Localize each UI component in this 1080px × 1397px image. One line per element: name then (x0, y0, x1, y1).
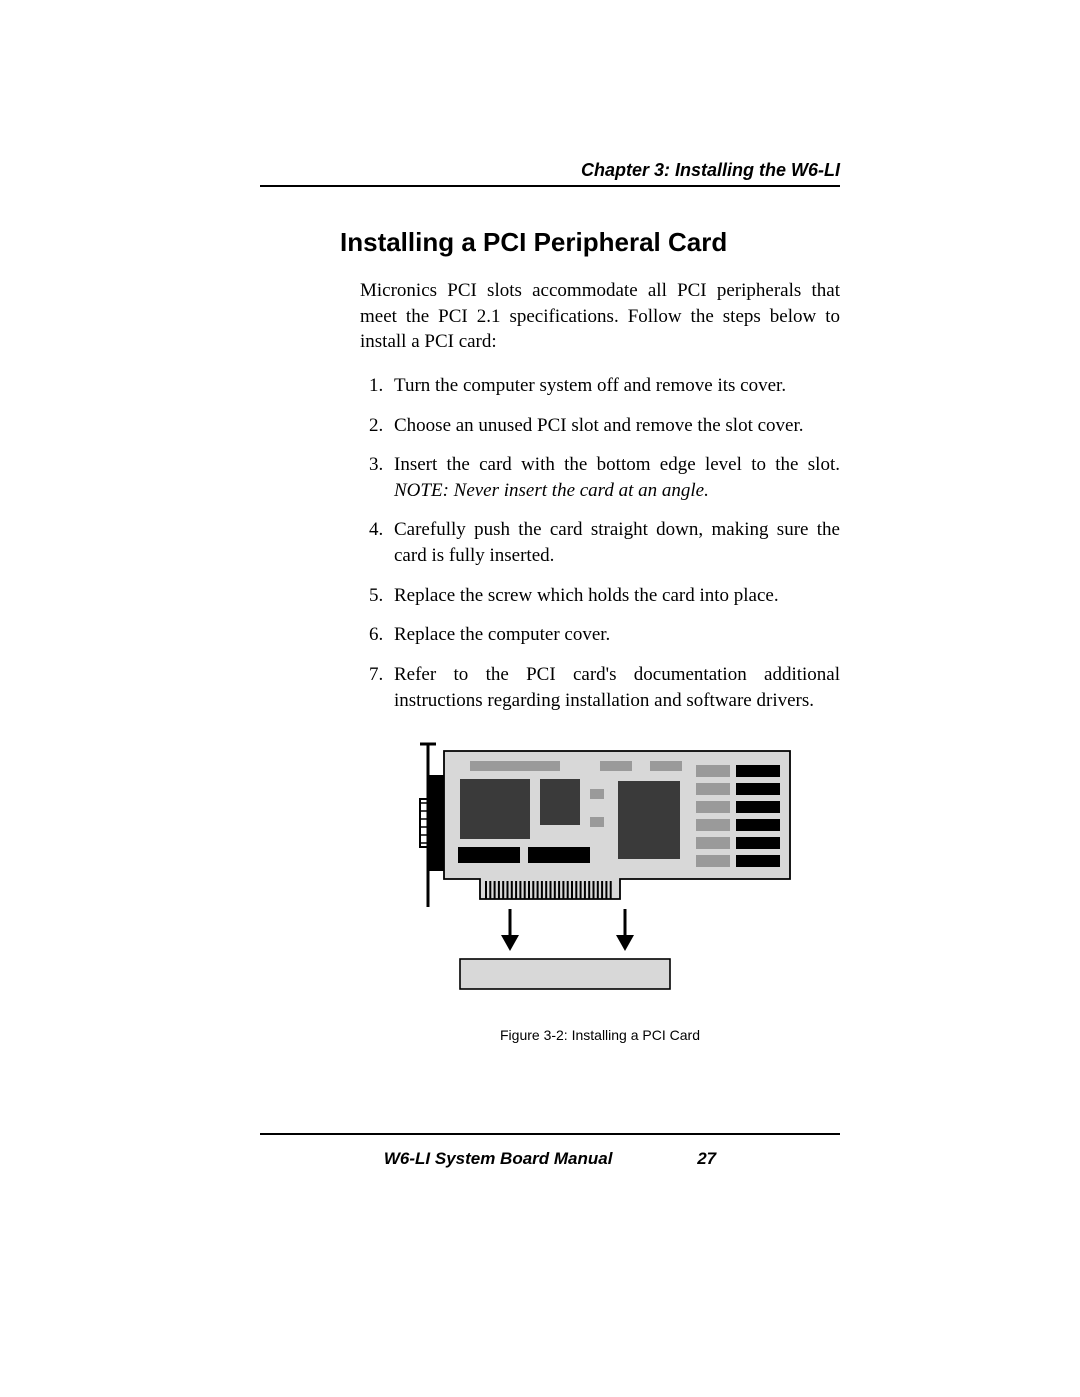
footer-rule (260, 1133, 840, 1135)
footer: W6-LI System Board Manual 27 (260, 1149, 840, 1169)
footer-manual: W6-LI System Board Manual (384, 1149, 613, 1168)
step-4: Carefully push the card straight down, m… (388, 517, 840, 568)
step-6: Replace the computer cover. (388, 622, 840, 648)
step-3-note: NOTE: Never insert the card at an angle. (394, 480, 709, 501)
chapter-header: Chapter 3: Installing the W6-LI (260, 160, 840, 181)
step-7: Refer to the PCI card's documentation ad… (388, 662, 840, 713)
step-5: Replace the screw which holds the card i… (388, 583, 840, 609)
figure: Figure 3-2: Installing a PCI Card (360, 739, 840, 1043)
intro-paragraph: Micronics PCI slots accommodate all PCI … (360, 278, 840, 355)
section-title: Installing a PCI Peripheral Card (340, 227, 840, 258)
figure-caption: Figure 3-2: Installing a PCI Card (360, 1027, 840, 1043)
pci-card-diagram (400, 739, 800, 1009)
header-rule (260, 185, 840, 187)
step-2: Choose an unused PCI slot and remove the… (388, 413, 840, 439)
footer-page: 27 (697, 1149, 716, 1169)
step-3-text: Insert the card with the bottom edge lev… (394, 454, 840, 475)
step-1: Turn the computer system off and remove … (388, 373, 840, 399)
step-3: Insert the card with the bottom edge lev… (388, 452, 840, 503)
